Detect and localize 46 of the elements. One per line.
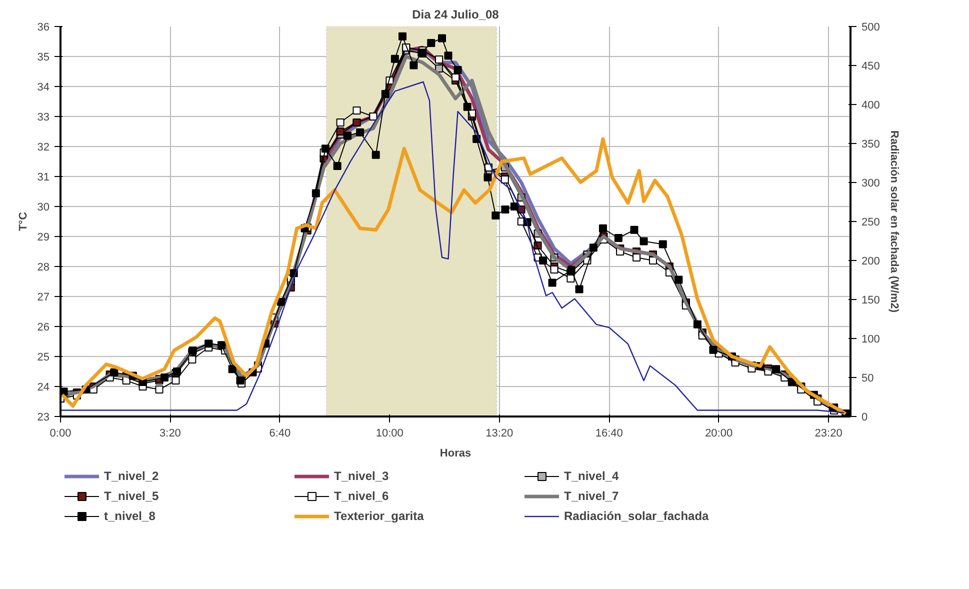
x-axis-title: Horas [440, 448, 472, 460]
legend-label: T_nivel_4 [564, 469, 620, 483]
y-tick-label: 34 [37, 82, 50, 94]
legend-label: T_nivel_3 [334, 469, 390, 483]
x-tick-label: 10:00 [376, 428, 404, 440]
y2-tick-label: 200 [862, 256, 880, 268]
y2-tick-label: 150 [862, 294, 880, 306]
y2-tick-label: 50 [862, 372, 874, 384]
y-tick-label: 24 [37, 382, 50, 394]
x-tick-label: 0:00 [50, 428, 72, 440]
y2-tick-label: 500 [862, 22, 880, 34]
y-tick-label: 31 [37, 172, 50, 184]
y-tick-label: 33 [37, 112, 50, 124]
y-tick-label: 26 [37, 322, 50, 334]
x-tick-label: 3:20 [160, 428, 181, 440]
y-tick-label: 35 [37, 52, 50, 64]
y-tick-label: 23 [37, 412, 50, 424]
legend-label: T_nivel_7 [564, 489, 620, 503]
y-tick-label: 30 [37, 202, 50, 214]
x-tick-label: 23:20 [814, 428, 842, 440]
x-tick-label: 16:40 [595, 428, 623, 440]
legend-label: T_nivel_5 [104, 489, 160, 503]
legend-label: T_nivel_6 [334, 489, 390, 503]
y2-axis-title: Radiación solar en fachada (W/m2) [888, 130, 900, 313]
y-tick-label: 36 [37, 22, 50, 34]
legend-label: Radiación_solar_fachada [564, 509, 710, 523]
chart-title: Dia 24 Julio_08 [412, 8, 500, 22]
legend-label: Texterior_garita [334, 509, 425, 523]
x-tick-label: 13:20 [486, 428, 514, 440]
legend-label: t_nivel_8 [104, 509, 156, 523]
y2-tick-label: 350 [862, 138, 880, 150]
y-tick-label: 32 [37, 142, 50, 154]
y2-tick-label: 300 [862, 178, 880, 190]
y-tick-label: 28 [37, 262, 50, 274]
y2-tick-label: 250 [862, 216, 880, 228]
legend-label: T_nivel_2 [104, 469, 160, 483]
x-tick-label: 6:40 [269, 428, 291, 440]
y-tick-label: 25 [37, 352, 50, 364]
y-axis-title: T°C [17, 212, 30, 232]
y2-tick-label: 0 [862, 412, 868, 424]
y2-tick-label: 100 [862, 334, 880, 346]
y-tick-label: 29 [37, 232, 50, 244]
x-tick-label: 20:00 [705, 428, 733, 440]
y2-tick-label: 400 [862, 100, 880, 112]
y2-tick-label: 450 [862, 60, 880, 72]
y-tick-label: 27 [37, 292, 50, 304]
